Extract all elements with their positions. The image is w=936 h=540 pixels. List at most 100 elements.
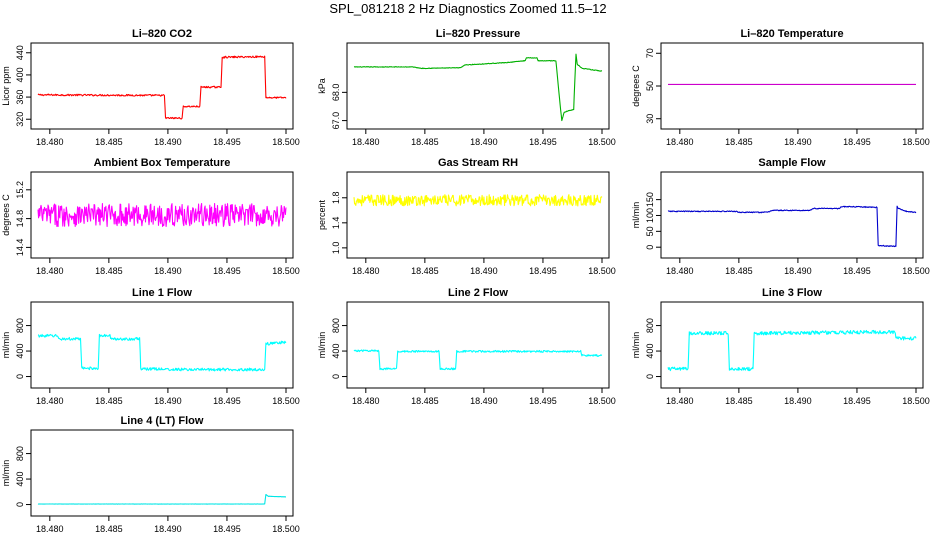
x-tick-label: 18.485	[725, 137, 753, 147]
x-tick-label: 18.485	[95, 524, 123, 534]
x-tick-label: 18.490	[154, 266, 182, 276]
x-tick-label: 18.490	[784, 137, 812, 147]
y-tick-label: 400	[15, 344, 25, 359]
x-tick-label: 18.480	[36, 137, 64, 147]
x-tick-label: 18.500	[902, 137, 930, 147]
y-axis-label: percent	[317, 199, 327, 230]
x-tick-label: 18.500	[272, 137, 300, 147]
y-tick-label: 0	[645, 245, 655, 250]
plot-frame	[660, 301, 924, 389]
y-tick-label: 400	[15, 67, 25, 82]
y-tick-label: 14.8	[15, 210, 25, 228]
x-tick-label: 18.490	[154, 396, 182, 406]
x-tick-label: 18.500	[902, 396, 930, 406]
x-tick-label: 18.485	[95, 137, 123, 147]
y-tick-label: 800	[15, 318, 25, 333]
x-tick-label: 18.485	[411, 266, 439, 276]
plot-frame	[346, 301, 610, 389]
x-tick-label: 18.500	[902, 266, 930, 276]
x-tick-label: 18.480	[36, 524, 64, 534]
panel-title: Line 4 (LT) Flow	[121, 415, 204, 427]
y-axis-label: ml/min	[1, 332, 11, 359]
plot-frame	[30, 42, 294, 130]
y-tick-label: 800	[331, 318, 341, 333]
y-tick-label: 800	[645, 318, 655, 333]
panel-title: Li–820 Temperature	[740, 28, 843, 40]
series-line-line-2-flow	[353, 349, 603, 371]
y-axis-label: kPa	[317, 78, 327, 94]
series-line-line-1-flow	[37, 333, 287, 372]
x-tick-label: 18.495	[529, 266, 557, 276]
series-line-line-3-flow	[667, 329, 917, 372]
series-line-sample-flow	[667, 205, 917, 248]
panel-title: Line 1 Flow	[132, 287, 192, 299]
panel-sample-flow: Sample Flow 18.480 18.485 18.490 18.495 18.50…	[631, 157, 930, 276]
plot-frame	[30, 301, 294, 389]
x-tick-label: 18.485	[95, 266, 123, 276]
panel-li-820-pressure: Li–820 Pressure 18.480 18.485 18.490 18.495 1…	[317, 28, 616, 147]
y-tick-label: 0	[331, 374, 341, 379]
y-axis-label: degrees C	[1, 194, 11, 236]
panel-title: Li–820 Pressure	[436, 28, 520, 40]
panel-title: Line 2 Flow	[448, 287, 508, 299]
y-tick-label: 14.4	[15, 239, 25, 257]
x-tick-label: 18.485	[725, 266, 753, 276]
x-tick-label: 18.500	[588, 137, 616, 147]
y-tick-label: 0	[645, 374, 655, 379]
panel-li-820-temperature: Li–820 Temperature 18.480 18.485 18.490 18.4…	[631, 28, 930, 147]
y-tick-label: 1.0	[331, 242, 341, 255]
plot-frame	[346, 42, 610, 130]
y-tick-label: 100	[645, 208, 655, 223]
x-tick-label: 18.500	[588, 396, 616, 406]
y-tick-label: 30	[645, 114, 655, 124]
x-tick-label: 18.485	[411, 137, 439, 147]
y-tick-label: 400	[645, 344, 655, 359]
panel-title: Ambient Box Temperature	[94, 157, 231, 169]
series-line-ambient-box-temperature	[37, 202, 287, 228]
panel-gas-stream-rh: Gas Stream RH 18.480 18.485 18.490 18.495 18.…	[317, 157, 616, 276]
x-tick-label: 18.495	[213, 137, 241, 147]
x-tick-label: 18.500	[588, 266, 616, 276]
y-tick-label: 50	[645, 81, 655, 91]
panel-title: Sample Flow	[758, 157, 826, 169]
x-tick-label: 18.500	[272, 266, 300, 276]
x-tick-label: 18.480	[352, 266, 380, 276]
panel-line-1-flow: Line 1 Flow 18.480 18.485 18.490 18.495 18.50…	[1, 287, 300, 406]
x-tick-label: 18.495	[843, 137, 871, 147]
x-tick-label: 18.480	[666, 396, 694, 406]
y-tick-label: 440	[15, 45, 25, 60]
x-tick-label: 18.490	[470, 396, 498, 406]
panel-title: Line 3 Flow	[762, 287, 822, 299]
x-tick-label: 18.495	[213, 524, 241, 534]
x-tick-label: 18.490	[154, 137, 182, 147]
x-tick-label: 18.495	[529, 396, 557, 406]
y-tick-label: 0	[15, 374, 25, 379]
y-tick-label: 800	[15, 446, 25, 461]
plot-frame	[30, 429, 294, 517]
y-tick-label: 400	[15, 472, 25, 487]
series-line-gas-stream-rh	[353, 194, 603, 207]
plot-frame	[346, 171, 610, 259]
y-tick-label: 67.0	[331, 112, 341, 130]
series-line-line-4-lt-flow	[37, 493, 286, 505]
x-tick-label: 18.480	[36, 396, 64, 406]
series-line-li-820-co2	[37, 55, 287, 120]
x-tick-label: 18.500	[272, 396, 300, 406]
panel-line-2-flow: Line 2 Flow 18.480 18.485 18.490 18.495 18.50…	[317, 287, 616, 406]
x-tick-label: 18.495	[213, 396, 241, 406]
x-tick-label: 18.500	[272, 524, 300, 534]
y-tick-label: 15.2	[15, 181, 25, 199]
series-line-li-820-pressure	[353, 53, 603, 122]
x-tick-label: 18.485	[95, 396, 123, 406]
x-tick-label: 18.495	[843, 266, 871, 276]
panel-li-820-co2: Li–820 CO2 18.480 18.485 18.490 18.495 18.500…	[1, 28, 300, 147]
y-axis-label: Licor ppm	[1, 66, 11, 106]
y-tick-label: 68.0	[331, 84, 341, 102]
y-axis-label: ml/min	[631, 332, 641, 359]
panel-line-3-flow: Line 3 Flow 18.480 18.485 18.490 18.495 18.50…	[631, 287, 930, 406]
panel-title: Li–820 CO2	[132, 28, 192, 40]
x-tick-label: 18.490	[784, 396, 812, 406]
panel-line-4-lt-flow: Line 4 (LT) Flow 18.480 18.485 18.490 18.495…	[1, 415, 300, 534]
x-tick-label: 18.480	[666, 266, 694, 276]
